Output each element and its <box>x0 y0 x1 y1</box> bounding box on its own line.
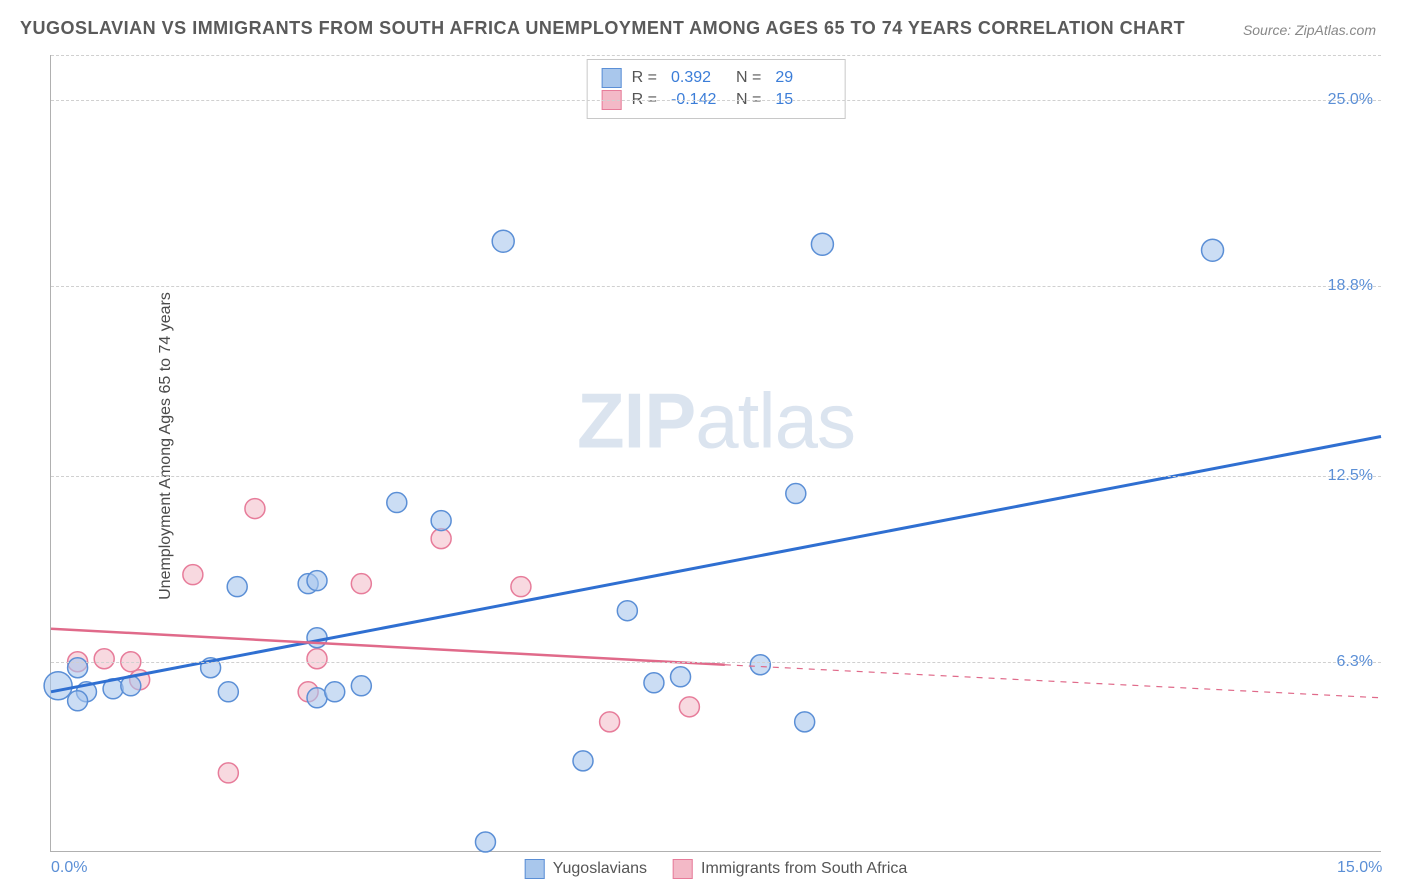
legend-item-yugoslavian: Yugoslavians <box>525 859 647 879</box>
data-point <box>786 484 806 504</box>
y-tick-label: 18.8% <box>1328 277 1373 295</box>
data-point <box>94 649 114 669</box>
trend-line <box>51 629 725 665</box>
data-point <box>227 577 247 597</box>
legend-swatch-yugoslavian <box>525 859 545 879</box>
data-point <box>644 673 664 693</box>
data-point <box>307 628 327 648</box>
data-point <box>183 565 203 585</box>
data-point <box>475 832 495 852</box>
legend-swatch-southafrica <box>673 859 693 879</box>
x-tick-label: 15.0% <box>1337 859 1382 877</box>
y-tick-label: 6.3% <box>1337 653 1373 671</box>
data-point <box>1202 239 1224 261</box>
data-point <box>617 601 637 621</box>
data-point <box>750 655 770 675</box>
data-point <box>218 682 238 702</box>
chart-title: YUGOSLAVIAN VS IMMIGRANTS FROM SOUTH AFR… <box>20 18 1185 39</box>
data-point <box>492 230 514 252</box>
data-point <box>431 511 451 531</box>
data-point <box>671 667 691 687</box>
data-point <box>431 529 451 549</box>
data-point <box>245 499 265 519</box>
source-label: Source: ZipAtlas.com <box>1243 22 1376 38</box>
y-tick-label: 25.0% <box>1328 91 1373 109</box>
data-point <box>44 672 72 700</box>
legend-label: Yugoslavians <box>553 860 647 878</box>
data-point <box>307 649 327 669</box>
data-point <box>511 577 531 597</box>
data-point <box>218 763 238 783</box>
scatter-plot <box>51 55 1381 851</box>
x-tick-label: 0.0% <box>51 859 87 877</box>
chart-area: ZIPatlas R = 0.392 N = 29 R = -0.142 N =… <box>50 55 1381 852</box>
data-point <box>68 691 88 711</box>
data-point <box>325 682 345 702</box>
data-point <box>307 571 327 591</box>
data-point <box>600 712 620 732</box>
legend-item-southafrica: Immigrants from South Africa <box>673 859 907 879</box>
data-point <box>811 233 833 255</box>
legend-label: Immigrants from South Africa <box>701 860 907 878</box>
legend: Yugoslavians Immigrants from South Afric… <box>525 859 908 879</box>
y-tick-label: 12.5% <box>1328 467 1373 485</box>
data-point <box>387 493 407 513</box>
data-point <box>307 688 327 708</box>
trend-line-extrapolated <box>725 665 1381 698</box>
data-point <box>679 697 699 717</box>
data-point <box>573 751 593 771</box>
data-point <box>795 712 815 732</box>
data-point <box>351 574 371 594</box>
data-point <box>351 676 371 696</box>
